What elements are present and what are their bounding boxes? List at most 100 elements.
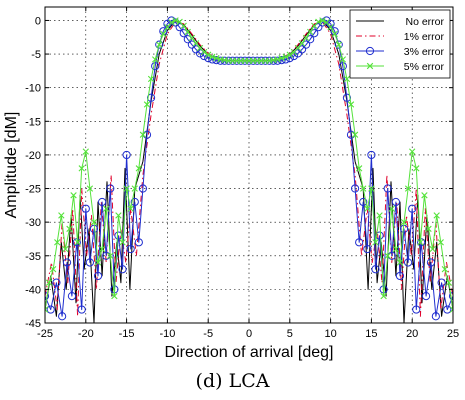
x-tick-label: 20	[406, 328, 418, 340]
y-tick-label: -5	[31, 49, 41, 61]
data-point-circle	[77, 305, 86, 314]
data-point-x	[180, 22, 187, 30]
data-point-x	[400, 218, 408, 226]
legend-label: 1% error	[404, 31, 445, 43]
data-point-circle	[195, 49, 205, 58]
data-point-x	[445, 279, 453, 286]
y-tick-label: -45	[25, 318, 41, 330]
data-point-circle	[334, 40, 343, 49]
data-point-x	[429, 245, 436, 253]
data-point-x	[205, 51, 212, 58]
y-tick-label: -20	[25, 150, 41, 162]
data-point-circle	[118, 265, 127, 274]
y-tick-label: -40	[25, 284, 41, 296]
data-point-x	[86, 185, 94, 192]
data-point-x	[392, 245, 400, 253]
data-point-circle	[58, 312, 67, 321]
data-point-circle	[359, 197, 368, 207]
data-point-circle	[114, 231, 123, 240]
data-point-circle	[281, 55, 290, 64]
legend-item: 3% error	[356, 46, 444, 58]
doa-amplitude-chart: -25 -20 -15 -10 -5 0 5 10 15 20 250-5-10-15-20-25-…	[3, 6, 459, 361]
y-tick-label: 0	[35, 15, 41, 27]
data-point-x	[70, 192, 77, 199]
data-point-x	[425, 225, 432, 233]
data-point-circle	[93, 271, 103, 281]
x-tick-label: 0	[246, 328, 252, 340]
legend-item: No error	[356, 16, 444, 28]
data-point-circle	[302, 40, 311, 49]
data-point-x	[115, 212, 122, 219]
data-point-x	[62, 245, 69, 253]
data-point-x	[209, 53, 216, 60]
data-point-x	[347, 101, 355, 108]
x-tick-label: 5	[287, 328, 293, 340]
data-point-x	[286, 51, 293, 58]
data-point-circle	[85, 258, 94, 267]
data-point-x	[355, 165, 363, 172]
data-point-x	[343, 75, 351, 83]
data-point-x	[396, 259, 404, 266]
data-point-circle	[421, 292, 431, 301]
data-point-x	[421, 192, 428, 199]
data-point-x	[147, 75, 155, 83]
y-axis-title: Amplitude [dM]	[3, 112, 20, 219]
data-point-x	[319, 17, 326, 24]
data-point-circle	[46, 305, 55, 314]
data-point-circle	[138, 184, 148, 193]
data-point-x	[160, 30, 167, 38]
data-point-x	[437, 239, 444, 246]
x-tick-label: 10	[324, 328, 336, 340]
data-point-circle	[155, 40, 164, 49]
data-point-x	[135, 165, 143, 172]
legend-marker-circle	[365, 46, 375, 56]
data-point-x	[139, 131, 147, 138]
data-point-x	[168, 19, 175, 26]
data-point-x	[298, 40, 306, 47]
data-point-circle	[122, 150, 131, 160]
data-point-x	[82, 148, 89, 155]
data-point-x	[188, 34, 196, 42]
data-point-x	[54, 239, 61, 246]
data-point-circle	[175, 23, 184, 32]
data-point-x	[143, 101, 151, 108]
y-tick-label: -15	[25, 116, 41, 128]
data-point-circle	[106, 184, 115, 193]
data-point-circle	[342, 93, 352, 102]
data-point-circle	[371, 265, 380, 274]
legend-marker-x	[366, 62, 374, 70]
data-point-circle	[383, 184, 392, 193]
data-point-x	[107, 252, 114, 259]
data-point-x	[131, 185, 138, 192]
data-point-x	[156, 41, 163, 48]
data-point-x	[433, 212, 440, 219]
x-tick-label: -15	[119, 328, 135, 340]
x-tick-label: -20	[78, 328, 94, 340]
data-point-circle	[98, 197, 107, 207]
data-point-x	[360, 185, 367, 192]
data-point-x	[335, 41, 342, 48]
data-point-circle	[52, 278, 61, 287]
data-point-circle	[151, 62, 160, 71]
data-point-circle	[62, 258, 72, 267]
data-point-x	[66, 225, 73, 233]
data-point-circle	[187, 40, 196, 49]
y-tick-label: -30	[25, 217, 41, 229]
data-point-x	[123, 185, 130, 192]
data-point-x	[327, 23, 334, 31]
data-point-circle	[314, 23, 323, 32]
data-point-x	[103, 205, 110, 212]
data-point-x	[331, 30, 338, 38]
data-point-x	[151, 56, 159, 63]
x-tick-label: -25	[37, 328, 53, 340]
data-point-x	[302, 34, 310, 42]
data-point-x	[127, 205, 134, 212]
data-point-circle	[412, 305, 421, 314]
data-point-x	[413, 165, 420, 172]
data-point-x	[172, 17, 179, 24]
data-point-x	[368, 185, 375, 192]
data-point-circle	[134, 238, 143, 247]
data-point-circle	[404, 258, 413, 267]
data-point-x	[119, 239, 126, 246]
data-point-circle	[443, 305, 452, 314]
